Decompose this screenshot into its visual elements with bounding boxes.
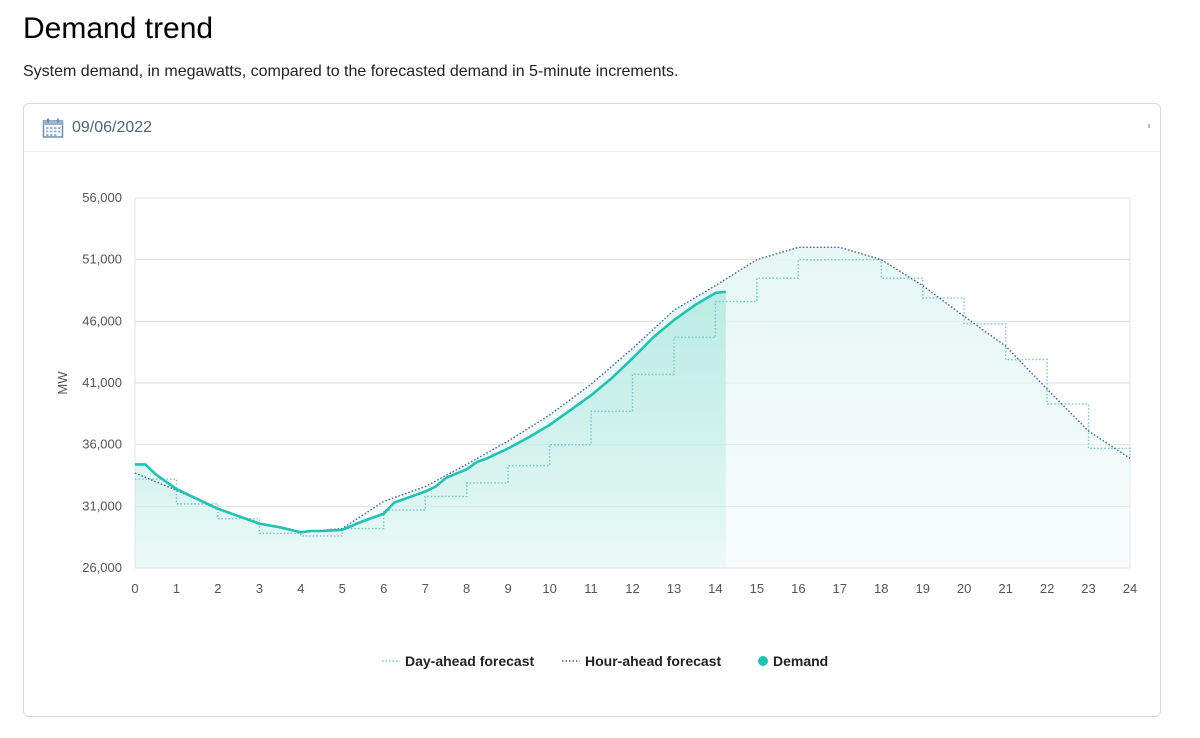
x-tick-label: 12 (625, 581, 639, 596)
card-header: 09/06/2022 (24, 104, 1160, 152)
y-tick-label: 41,000 (82, 375, 122, 390)
calendar-icon (42, 118, 64, 138)
y-tick-label: 31,000 (82, 498, 122, 513)
x-tick-label: 16 (791, 581, 805, 596)
x-tick-label: 5 (339, 581, 346, 596)
x-tick-label: 7 (422, 581, 429, 596)
y-axis-label: MW (55, 371, 70, 395)
x-tick-label: 11 (584, 581, 598, 596)
x-tick-label: 23 (1081, 581, 1095, 596)
x-tick-label: 10 (542, 581, 556, 596)
demand-area-fill (135, 291, 726, 568)
x-tick-label: 8 (463, 581, 470, 596)
x-tick-label: 20 (957, 581, 971, 596)
x-tick-label: 18 (874, 581, 888, 596)
legend-demand-swatch (758, 656, 768, 666)
x-tick-label: 2 (214, 581, 221, 596)
day-ahead-forecast-line (135, 258, 1131, 537)
date-value: 09/06/2022 (72, 119, 153, 136)
x-tick-label: 13 (667, 581, 681, 596)
legend-day-ahead-label: Day-ahead forecast (405, 653, 535, 669)
x-tick-label: 9 (505, 581, 512, 596)
x-tick-label: 3 (256, 581, 263, 596)
date-picker[interactable]: 09/06/2022 (42, 115, 152, 141)
legend-demand-label: Demand (773, 653, 828, 669)
x-tick-label: 15 (750, 581, 764, 596)
y-tick-label: 51,000 (82, 252, 122, 267)
demand-line (135, 290, 726, 534)
x-tick-label: 6 (380, 581, 387, 596)
x-tick-label: 1 (173, 581, 180, 596)
x-tick-label: 17 (833, 581, 847, 596)
x-tick-label: 4 (297, 581, 304, 596)
x-tick-label: 0 (131, 581, 138, 596)
y-tick-label: 36,000 (82, 437, 122, 452)
legend-hour-ahead-label: Hour-ahead forecast (585, 653, 721, 669)
x-tick-label: 19 (915, 581, 929, 596)
x-tick-label: 21 (998, 581, 1012, 596)
header-menu-handle[interactable] (1148, 124, 1150, 128)
page-title: Demand trend (23, 12, 214, 45)
y-tick-label: 46,000 (82, 313, 122, 328)
y-tick-label: 26,000 (82, 560, 122, 575)
x-tick-label: 22 (1040, 581, 1054, 596)
page-subtitle: System demand, in megawatts, compared to… (23, 63, 679, 80)
x-tick-label: 24 (1123, 581, 1137, 596)
x-tick-label: 14 (708, 581, 722, 596)
y-tick-label: 56,000 (82, 190, 122, 205)
